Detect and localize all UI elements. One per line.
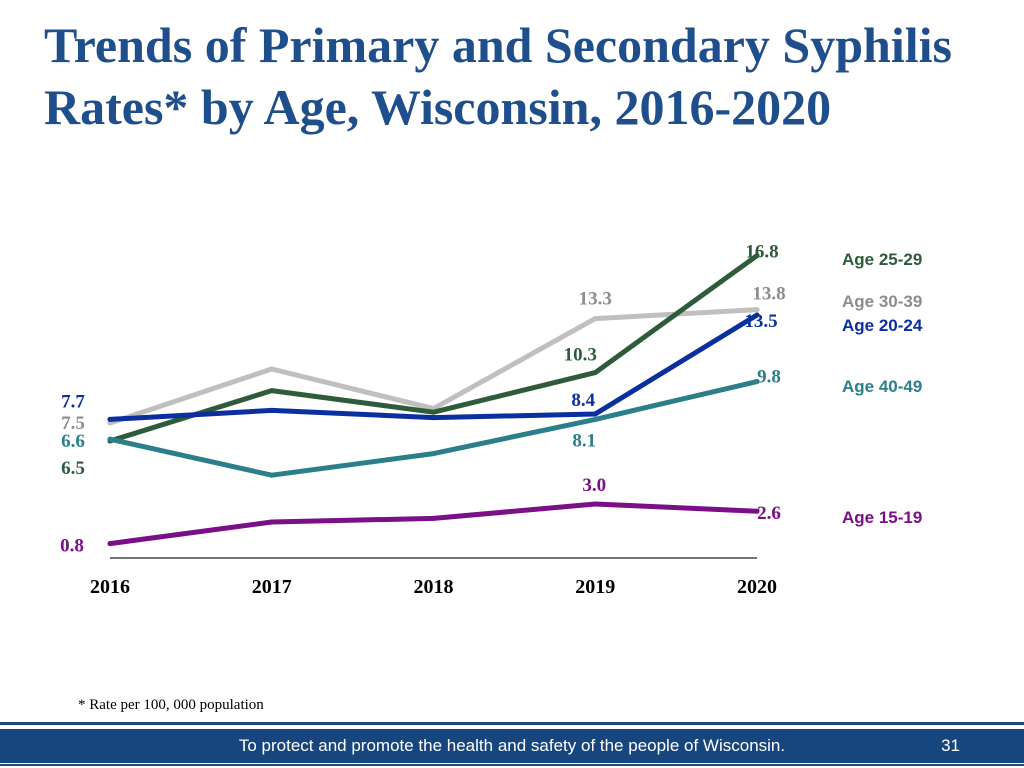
data-point-age-15-19-2019 <box>592 501 598 507</box>
data-point-age-40-49-2017 <box>269 472 275 478</box>
data-point-age-40-49-2018 <box>431 451 436 457</box>
footnote: * Rate per 100, 000 population <box>78 697 264 713</box>
data-label-age-40-49-2019: 8.1 <box>572 430 596 451</box>
data-point-age-15-19-2017 <box>269 519 275 525</box>
line-chart: 2016 2017 2018 2019 2020 7.5 13.3 13.8 6.5 10.3 16… <box>60 242 923 598</box>
x-tick-label-2016: 2016 <box>90 576 130 598</box>
data-label-age-15-19-2016: 0.8 <box>60 536 84 557</box>
x-tick-label-2019: 2019 <box>575 576 615 598</box>
footer-divider-top <box>0 722 1024 725</box>
series-line-age-40-49 <box>107 379 760 478</box>
legend-entry-age-15-19: Age 15-19 <box>842 508 922 527</box>
data-point-age-20-24-2020 <box>754 312 760 318</box>
data-point-age-15-19-2020 <box>754 508 760 514</box>
data-label-age-25-29-2020: 16.8 <box>745 242 778 263</box>
data-point-age-20-24-2016 <box>107 416 113 422</box>
page-number: 31 <box>941 736 960 755</box>
legend-entry-age-20-24: Age 20-24 <box>842 316 923 335</box>
data-label-age-40-49-2016: 6.6 <box>61 431 85 452</box>
x-tick-label-2020: 2020 <box>737 576 777 598</box>
data-point-age-15-19-2016 <box>107 541 113 547</box>
data-point-age-40-49-2016 <box>107 436 113 442</box>
legend-entry-age-25-29: Age 25-29 <box>842 250 922 269</box>
data-point-age-30-39-2017 <box>269 366 275 372</box>
series-line-age-15-19 <box>107 501 760 547</box>
data-label-age-15-19-2019: 3.0 <box>582 475 606 496</box>
x-tick-label-2018: 2018 <box>414 576 454 598</box>
data-label-age-25-29-2016: 6.5 <box>61 458 85 479</box>
data-label-age-15-19-2020: 2.6 <box>757 503 781 524</box>
x-tick-label-2017: 2017 <box>252 576 292 598</box>
data-point-age-20-24-2019 <box>592 411 598 417</box>
data-point-age-20-24-2017 <box>269 407 275 413</box>
data-label-age-25-29-2019: 10.3 <box>564 345 597 366</box>
data-point-age-40-49-2020 <box>754 379 760 385</box>
data-label-age-20-24-2020: 13.5 <box>744 311 777 332</box>
data-point-age-20-24-2018 <box>431 415 436 421</box>
data-point-age-25-29-2019 <box>592 370 598 376</box>
legend-entry-age-40-49: Age 40-49 <box>842 377 922 396</box>
footer-divider-bottom <box>0 764 1024 766</box>
footer-bar: To protect and promote the health and sa… <box>0 729 1024 763</box>
data-label-age-20-24-2019: 8.4 <box>571 390 595 411</box>
data-point-age-30-39-2020 <box>754 307 760 313</box>
data-point-age-15-19-2018 <box>431 515 436 521</box>
data-point-age-25-29-2018 <box>431 409 436 415</box>
footer-tagline: To protect and promote the health and sa… <box>238 736 786 755</box>
data-label-age-30-39-2019: 13.3 <box>579 289 612 310</box>
data-label-age-40-49-2020: 9.8 <box>757 367 781 388</box>
data-label-age-30-39-2016: 7.5 <box>61 413 85 434</box>
slide-title: Trends of Primary and Secondary Syphilis… <box>44 17 952 135</box>
data-point-age-30-39-2019 <box>592 316 598 322</box>
legend-entry-age-30-39: Age 30-39 <box>842 292 922 311</box>
data-point-age-25-29-2020 <box>754 253 760 259</box>
data-label-age-30-39-2020: 13.8 <box>752 284 785 305</box>
data-point-age-40-49-2019 <box>592 416 598 422</box>
data-point-age-25-29-2017 <box>269 388 275 394</box>
data-label-age-20-24-2016: 7.7 <box>61 391 85 412</box>
